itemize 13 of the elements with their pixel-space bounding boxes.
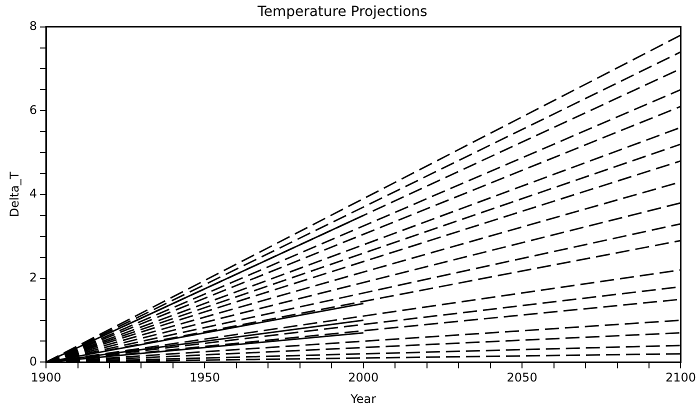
- x-tick-label: 2100: [665, 370, 696, 385]
- x-tick-label: 2050: [506, 370, 538, 385]
- y-axis-title: Delta_T: [7, 171, 22, 218]
- y-tick-label: 6: [29, 102, 38, 117]
- x-axis-title: Year: [350, 392, 376, 406]
- y-tick-label: 2: [29, 270, 38, 284]
- x-tick-label: 1900: [30, 370, 62, 385]
- y-tick-label: 0: [29, 354, 38, 368]
- x-tick-label: 2000: [348, 370, 379, 385]
- y-tick-label: 8: [29, 18, 38, 33]
- y-tick-label: 4: [29, 186, 38, 201]
- x-tick-label: 1950: [189, 370, 220, 385]
- chart-title: Temperature Projections: [256, 4, 428, 20]
